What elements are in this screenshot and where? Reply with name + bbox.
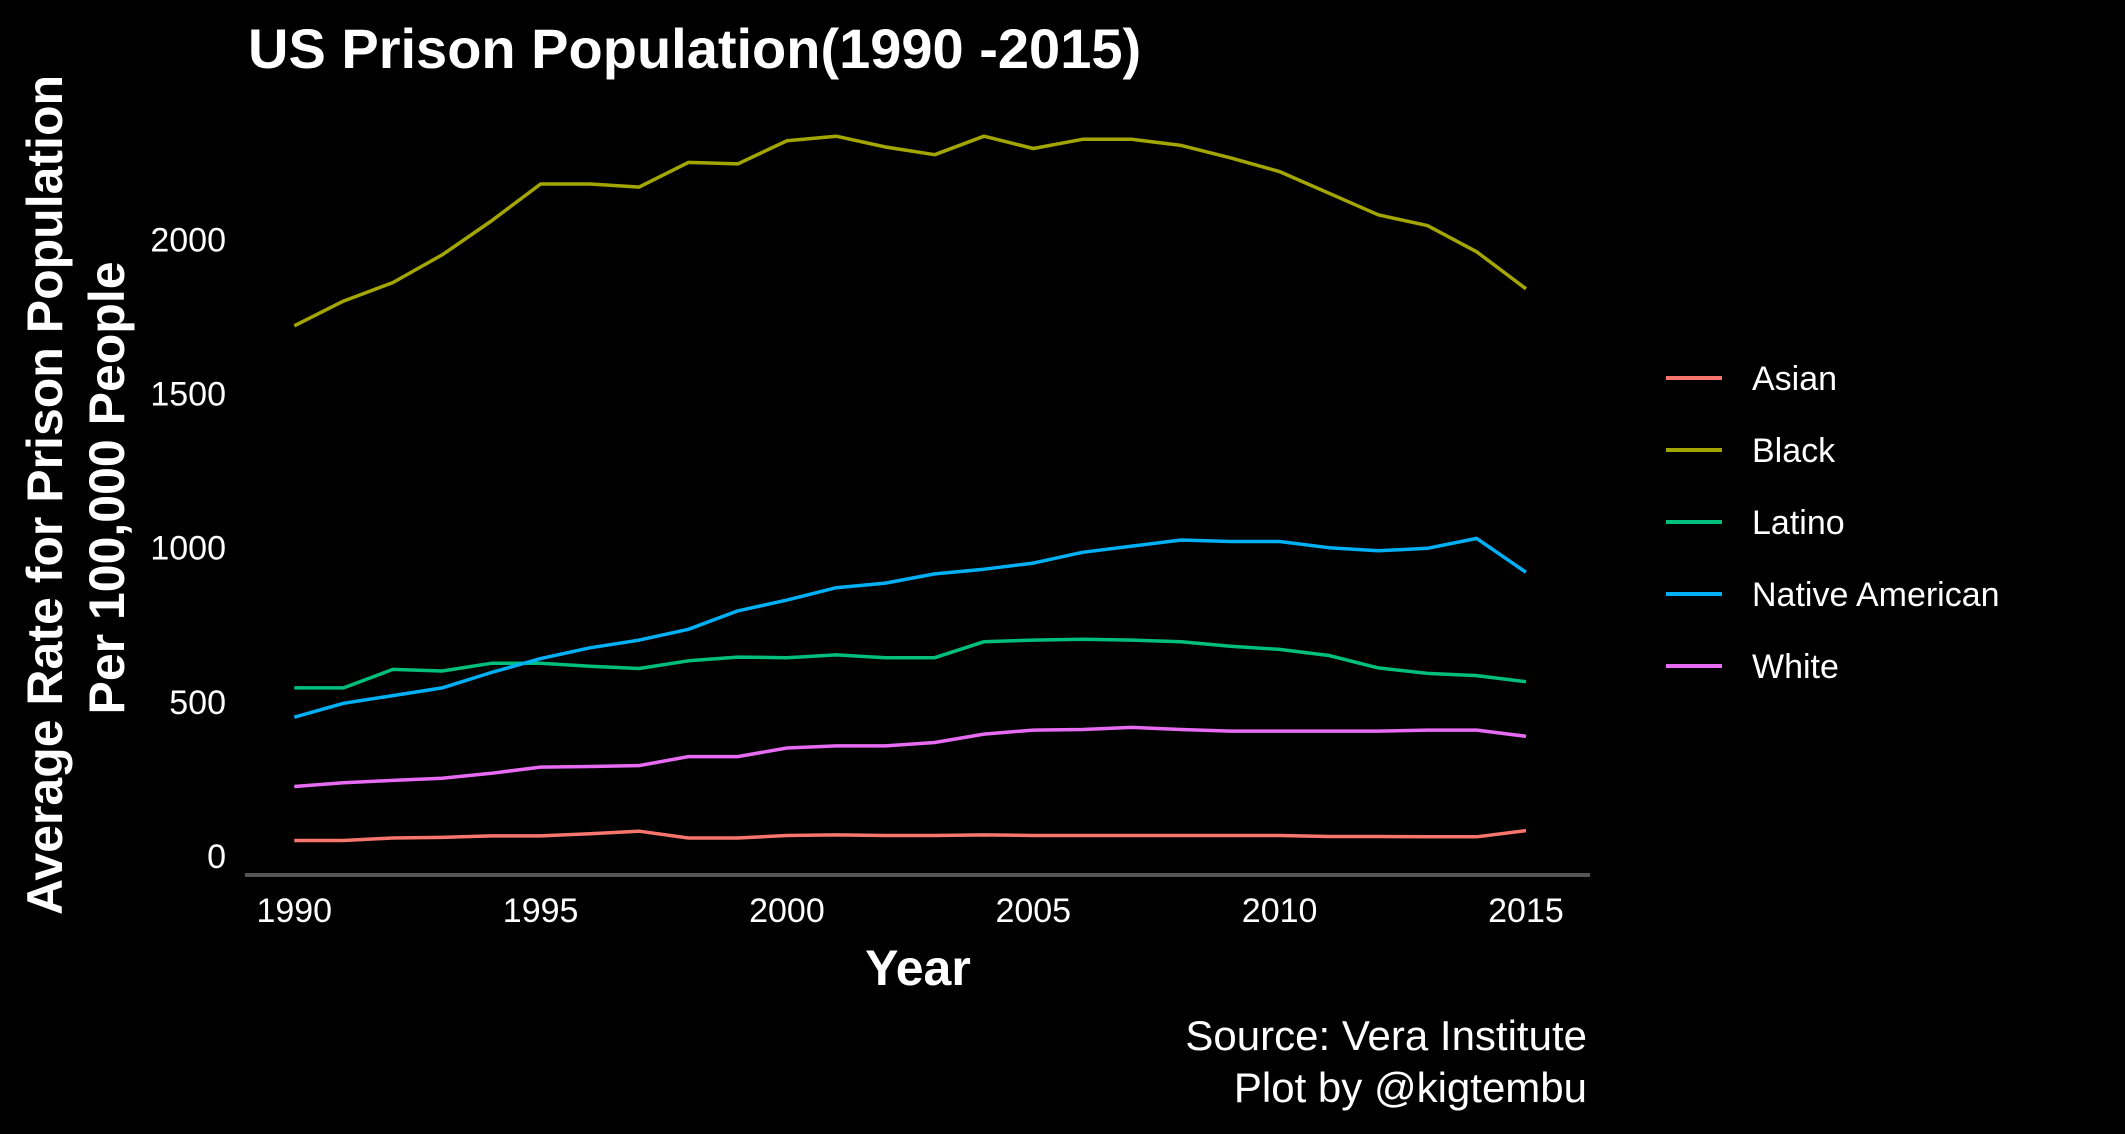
- x-tick-label: 1995: [503, 892, 579, 930]
- y-axis-label-line-2: Per 100,000 People: [79, 261, 135, 714]
- x-axis-ticks: 1990 1995 2000 2005 2010 2015: [256, 892, 1563, 930]
- x-axis-label: Year: [865, 940, 971, 996]
- legend-label-latino: Latino: [1752, 504, 1845, 542]
- caption-source: Source: Vera Institute: [1185, 1012, 1587, 1059]
- series-line-latino: [294, 637, 1527, 690]
- legend-label-asian: Asian: [1752, 360, 1837, 398]
- y-tick-label: 500: [169, 684, 226, 722]
- legend-label-native-american: Native American: [1752, 576, 2000, 614]
- legend-label-white: White: [1752, 648, 1839, 686]
- series-line-black: [293, 134, 1528, 328]
- series-lines: [293, 134, 1528, 843]
- x-tick-label: 2010: [1242, 892, 1318, 930]
- legend-label-black: Black: [1752, 432, 1836, 470]
- series-line-white: [294, 725, 1527, 789]
- y-axis-ticks: 0 500 1000 1500 2000: [150, 221, 226, 875]
- caption-author: Plot by @kigtembu: [1234, 1064, 1587, 1111]
- y-axis-label: Average Rate for Prison Population Per 1…: [17, 61, 135, 915]
- x-tick-label: 2015: [1488, 892, 1564, 930]
- legend: Asian Black Latino Native American White: [1666, 360, 2000, 686]
- chart-title: US Prison Population(1990 -2015): [248, 17, 1141, 80]
- series-line-native-american: [293, 536, 1527, 719]
- y-axis-label-line-1: Average Rate for Prison Population: [17, 75, 73, 915]
- y-tick-label: 2000: [150, 221, 226, 259]
- x-tick-label: 2000: [749, 892, 825, 930]
- y-tick-label: 1000: [150, 530, 226, 568]
- x-tick-label: 2005: [995, 892, 1071, 930]
- series-line-asian: [294, 828, 1527, 843]
- y-tick-label: 1500: [150, 376, 226, 414]
- y-tick-label: 0: [207, 838, 226, 876]
- x-tick-label: 1990: [256, 892, 332, 930]
